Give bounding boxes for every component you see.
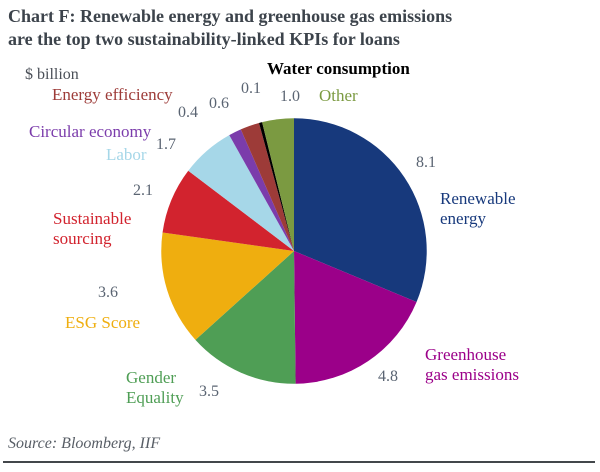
pie-slice-energy-efficiency — [240, 122, 294, 251]
pie-slice-esg-score — [161, 232, 294, 340]
slice-label-energy-efficiency: Energy efficiency — [52, 85, 173, 104]
slice-label-renewable-energy: Renewable energy — [440, 189, 516, 229]
pie-chart — [161, 118, 427, 384]
pie-slice-renewable-energy — [294, 118, 427, 302]
pie-slice-water-consumption — [258, 122, 294, 251]
pie-slice-labor — [188, 135, 294, 251]
pie-slice-gender-equality — [195, 251, 296, 384]
slice-label-sustainable-sourcing: Sustainable sourcing — [53, 209, 132, 249]
slice-label-other: Other — [319, 86, 358, 105]
slice-value-gender-equality: 3.5 — [199, 383, 219, 400]
pie-slice-sustainable-sourcing — [162, 170, 294, 251]
slice-label-esg-score: ESG Score — [65, 313, 141, 332]
bottom-divider — [3, 461, 595, 463]
slice-value-other: 1.0 — [280, 88, 300, 105]
slice-value-greenhouse-gas-emissions: 4.8 — [378, 368, 398, 385]
slice-value-energy-efficiency: 0.6 — [209, 95, 229, 112]
slice-label-gender-equality: Gender Equality — [126, 368, 184, 408]
slice-label-labor: Labor — [106, 145, 147, 164]
unit-label: $ billion — [25, 66, 79, 83]
source-note: Source: Bloomberg, IIF — [8, 435, 161, 452]
slice-value-circular-economy: 0.4 — [178, 104, 198, 121]
slice-label-circular-economy: Circular economy — [29, 122, 152, 141]
slice-value-water-consumption: 0.1 — [241, 80, 261, 97]
chart-title: Chart F: Renewable energy and greenhouse… — [8, 6, 453, 50]
slice-value-renewable-energy: 8.1 — [416, 154, 436, 171]
slice-value-sustainable-sourcing: 2.1 — [133, 182, 153, 199]
pie-slice-circular-economy — [229, 129, 294, 251]
slice-value-esg-score: 3.6 — [98, 284, 118, 301]
pie-slice-other — [262, 118, 294, 251]
slice-value-labor: 1.7 — [156, 136, 176, 153]
slice-label-greenhouse-gas-emissions: Greenhouse gas emissions — [425, 345, 519, 385]
slice-label-water-consumption: Water consumption — [267, 59, 410, 78]
pie-slice-greenhouse-gas-emissions — [294, 251, 417, 384]
